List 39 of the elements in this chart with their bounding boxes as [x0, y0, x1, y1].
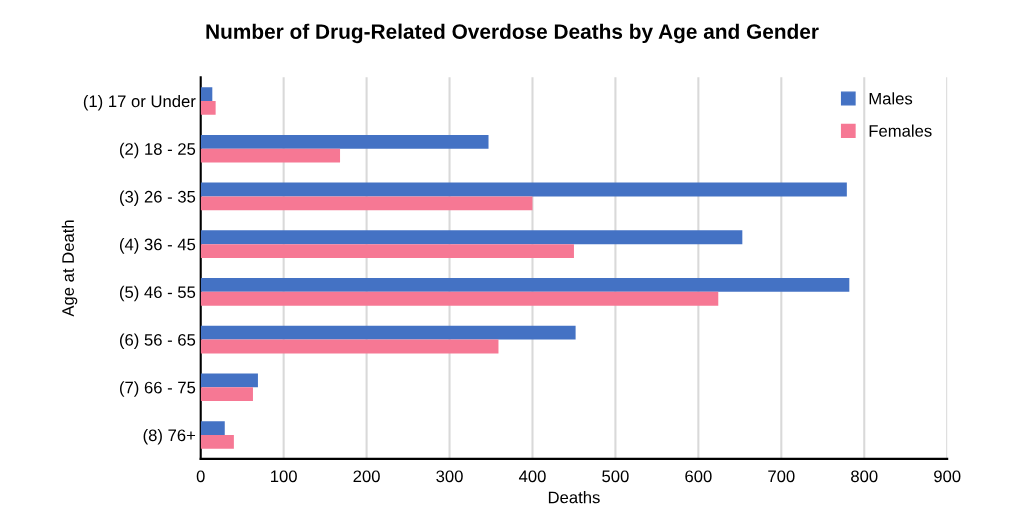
bar: [200, 230, 743, 245]
y-tick-label: (5) 46 - 55: [120, 285, 196, 302]
legend-label: Females: [869, 124, 932, 137]
x-tick-label: 100: [271, 470, 297, 483]
y-tick-label: (8) 76+: [143, 428, 196, 445]
y-tick-label: (6) 56 - 65: [120, 333, 196, 350]
legend-label: Males: [869, 92, 913, 105]
x-tick-label: 800: [851, 470, 878, 483]
y-tick-label: (4) 36 - 45: [120, 238, 196, 254]
y-tick-label: (2) 18 - 25: [120, 142, 196, 159]
x-tick-label: 900: [934, 470, 961, 483]
bar: [200, 134, 489, 149]
x-tick-label: 300: [436, 470, 463, 483]
x-tick-label: 200: [353, 470, 380, 483]
x-tick-label: 700: [768, 470, 795, 483]
x-tick-label: 500: [602, 470, 629, 483]
bar: [200, 291, 719, 306]
bar: [200, 339, 499, 354]
y-tick-label: (3) 26 - 35: [120, 190, 196, 206]
y-axis-title: Age at Death: [61, 220, 78, 317]
x-tick-label: 0: [196, 470, 205, 483]
chart-title: Number of Drug-Related Overdose Deaths by Age and Gender: [206, 23, 819, 44]
y-tick-label: (7) 66 - 75: [120, 381, 196, 397]
bar: [200, 148, 341, 163]
bar: [200, 87, 213, 102]
x-tick-label: 400: [518, 470, 546, 483]
bar: [200, 387, 253, 402]
bar: [200, 196, 533, 211]
x-axis-title: Deaths: [548, 491, 600, 504]
bar: [200, 101, 216, 115]
bar: [200, 182, 847, 197]
bar: [200, 325, 576, 340]
bar: [200, 278, 850, 292]
bar: [200, 244, 574, 258]
bar: [200, 435, 234, 449]
bar: [200, 373, 258, 388]
y-tick-label: (1) 17 or Under: [83, 94, 196, 111]
bar: [200, 421, 225, 435]
x-tick-label: 600: [685, 470, 712, 483]
